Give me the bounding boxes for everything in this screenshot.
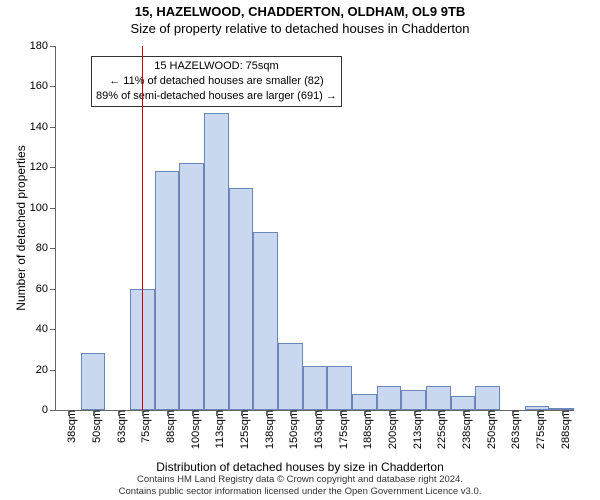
histogram-bar [253, 232, 278, 410]
footer-line1: Contains HM Land Registry data © Crown c… [0, 474, 600, 486]
reference-line [142, 46, 143, 410]
x-tick-label: 75sqm [132, 410, 152, 443]
annotation-line3: 89% of semi-detached houses are larger (… [96, 89, 337, 104]
x-tick-label: 263sqm [502, 410, 522, 449]
x-tick-label: 288sqm [552, 410, 572, 449]
histogram-bar [303, 366, 328, 410]
y-tick-label: 0 [42, 404, 56, 416]
x-tick-label: 250sqm [478, 410, 498, 449]
x-tick-label: 100sqm [182, 410, 202, 449]
x-tick-label: 200sqm [379, 410, 399, 449]
x-tick-label: 38sqm [58, 410, 78, 443]
histogram-bar [327, 366, 352, 410]
x-tick-label: 238sqm [453, 410, 473, 449]
x-tick-label: 63sqm [108, 410, 128, 443]
x-tick-label: 50sqm [83, 410, 103, 443]
x-tick-label: 150sqm [280, 410, 300, 449]
x-tick-label: 213sqm [404, 410, 424, 449]
histogram-bar [204, 113, 229, 410]
y-tick-label: 160 [30, 80, 56, 92]
y-tick-label: 20 [36, 364, 56, 376]
title-block: 15, HAZELWOOD, CHADDERTON, OLDHAM, OL9 9… [0, 0, 600, 36]
histogram-bar [179, 163, 204, 410]
histogram-bar [278, 343, 303, 410]
histogram-bar [451, 396, 476, 410]
histogram-bar [229, 188, 254, 410]
y-tick-label: 120 [30, 161, 56, 173]
histogram-bar [401, 390, 426, 410]
footer-line2: Contains public sector information licen… [0, 486, 600, 498]
y-tick-label: 40 [36, 323, 56, 335]
title-line1: 15, HAZELWOOD, CHADDERTON, OLDHAM, OL9 9… [0, 4, 600, 19]
x-tick-label: 125sqm [231, 410, 251, 449]
x-axis-title: Distribution of detached houses by size … [0, 460, 600, 474]
annotation-line1: 15 HAZELWOOD: 75sqm [96, 59, 337, 74]
histogram-bar [377, 386, 402, 410]
x-tick-label: 138sqm [256, 410, 276, 449]
y-tick-label: 140 [30, 121, 56, 133]
plot-area: 15 HAZELWOOD: 75sqm ← 11% of detached ho… [55, 46, 574, 411]
x-tick-label: 225sqm [428, 410, 448, 449]
x-tick-label: 113sqm [206, 410, 226, 448]
annotation-line2: ← 11% of detached houses are smaller (82… [96, 74, 337, 89]
histogram-bar [155, 171, 180, 410]
y-tick-label: 60 [36, 283, 56, 295]
x-tick-label: 88sqm [157, 410, 177, 443]
x-tick-label: 188sqm [354, 410, 374, 449]
annotation-box: 15 HAZELWOOD: 75sqm ← 11% of detached ho… [91, 56, 342, 107]
y-axis-title: Number of detached properties [14, 145, 28, 310]
y-tick-label: 80 [36, 242, 56, 254]
footer: Contains HM Land Registry data © Crown c… [0, 474, 600, 498]
histogram-bar [426, 386, 451, 410]
x-tick-label: 163sqm [305, 410, 325, 449]
y-tick-label: 180 [30, 40, 56, 52]
x-tick-label: 275sqm [527, 410, 547, 449]
histogram-bar [352, 394, 377, 410]
title-line2: Size of property relative to detached ho… [0, 21, 600, 36]
chart-container: 15, HAZELWOOD, CHADDERTON, OLDHAM, OL9 9… [0, 0, 600, 500]
histogram-bar [81, 353, 106, 410]
x-tick-label: 175sqm [330, 410, 350, 449]
y-tick-label: 100 [30, 202, 56, 214]
histogram-bar [475, 386, 500, 410]
